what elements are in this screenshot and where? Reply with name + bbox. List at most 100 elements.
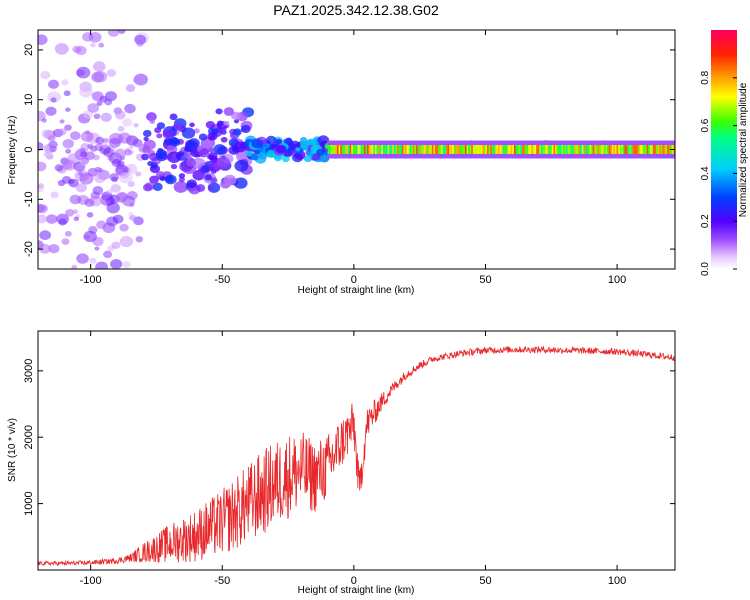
spectrogram-tone-segment <box>460 145 463 154</box>
spectrogram-tone-halo <box>415 153 419 159</box>
spectrogram-tone-segment <box>596 145 599 154</box>
x-tick-label: 100 <box>608 575 626 587</box>
spectrogram-tone-halo <box>537 153 540 159</box>
spectrogram-tone-halo <box>400 140 403 146</box>
spectrogram-blob <box>295 147 301 152</box>
spectrogram-tone-segment <box>547 145 550 154</box>
spectrogram-tone-halo <box>340 153 343 159</box>
spectrogram-tone-halo <box>398 153 402 159</box>
spectrogram-tone-segment <box>646 145 649 154</box>
spectrogram-tone-segment <box>431 145 435 154</box>
spectrogram-blob <box>223 107 235 116</box>
spectrogram-tone-halo <box>439 140 443 146</box>
spectrogram-tone-segment <box>556 145 559 154</box>
x-tick-label: 50 <box>479 274 491 286</box>
spectrogram-tone-halo <box>618 140 621 146</box>
spectrogram-tone-segment <box>329 145 332 154</box>
y-tick-label: 1000 <box>23 491 35 515</box>
spectrogram-tone-halo <box>588 153 591 159</box>
spectrogram-blob <box>112 214 124 224</box>
spectrogram-blob <box>106 202 120 214</box>
spectrogram-tone-halo <box>640 153 643 159</box>
spectrogram-tone-halo <box>536 140 539 146</box>
spectrogram-tone-halo <box>382 140 386 146</box>
spectrogram-blob <box>84 198 95 207</box>
spectrogram-tone-halo <box>548 153 552 159</box>
spectrogram-tone-halo <box>513 140 517 146</box>
spectrogram-tone-segment <box>638 145 642 154</box>
spectrogram-tone-halo <box>543 153 547 159</box>
spectrogram-blob <box>94 173 106 184</box>
spectrogram-tone-segment <box>466 145 469 154</box>
x-tick-label: -100 <box>80 575 102 587</box>
spectrogram-tone-halo <box>547 140 550 146</box>
spectrogram-tone-halo <box>554 153 558 159</box>
spectrogram-tone-segment <box>428 145 432 154</box>
spectrogram-tone-segment <box>663 145 667 154</box>
spectrogram-blob <box>48 79 60 89</box>
spectrogram-blob <box>71 264 78 269</box>
spectrogram-tone-segment <box>537 145 540 154</box>
spectrogram-tone-halo <box>534 153 537 159</box>
spectrogram-tone-halo <box>415 140 419 146</box>
spectrogram-tone-halo <box>464 140 468 146</box>
spectrogram-tone-halo <box>485 140 488 146</box>
spectrogram-tone-segment <box>355 145 359 154</box>
spectrogram-tone-halo <box>584 153 588 159</box>
snr-panel: -100 -50 0 50 100 1000 2000 3000 Height of str… <box>7 330 676 596</box>
spectrogram-tone-halo <box>621 140 624 146</box>
spectrogram-blob <box>87 167 98 177</box>
spectrogram-tone-segment <box>498 145 501 154</box>
spectrogram-tone-halo <box>362 153 365 159</box>
spectrogram-blob <box>62 138 74 149</box>
spectrogram-tone-segment <box>536 145 539 154</box>
spectrogram-tone-halo <box>344 140 348 146</box>
spectrogram-tone-halo <box>346 153 349 159</box>
spectrogram-blob <box>110 259 123 269</box>
spectrogram-tone-halo <box>482 153 485 159</box>
spectrogram-tone-halo <box>597 140 601 146</box>
spectrogram-tone-segment <box>412 145 416 154</box>
spectrogram-tone-halo <box>662 140 665 146</box>
spectrogram-tone-halo <box>566 140 569 146</box>
spectrogram-tone-halo <box>600 153 604 159</box>
spectrogram-blob <box>231 111 241 120</box>
x-tick-label: 50 <box>479 575 491 587</box>
spectrogram-tone-segment <box>507 145 510 154</box>
spectrogram-blob <box>266 135 277 145</box>
spectrogram-tone-halo <box>389 153 392 159</box>
spectrogram-tone-halo <box>378 153 381 159</box>
spectrogram-tone-segment <box>610 145 613 154</box>
spectrogram-tone-segment <box>667 145 670 154</box>
spectrogram-tone-segment <box>370 145 373 154</box>
spectrogram-tone-halo <box>635 153 638 159</box>
spectrogram-blob <box>122 261 131 269</box>
spectrogram-tone-halo <box>466 140 469 146</box>
spectrogram-tone-segment <box>496 145 499 154</box>
spectrogram-tone-segment <box>656 145 659 154</box>
spectrogram-blob <box>57 179 66 187</box>
spectrogram-tone-halo <box>452 153 455 159</box>
x-tick-label: -50 <box>214 274 230 286</box>
spectrogram-tone-segment <box>551 145 555 154</box>
spectrogram-tone-halo <box>401 153 405 159</box>
spectrogram-tone-halo <box>373 140 376 146</box>
spectrogram-tone-halo <box>370 140 373 146</box>
spectrogram-blob <box>38 34 48 45</box>
spectrogram-tone-segment <box>422 145 425 154</box>
spectrogram-tone-halo <box>352 140 356 146</box>
spectrogram-tone-halo <box>591 140 594 146</box>
spectrogram-tone-halo <box>583 153 586 159</box>
spectrogram-tone-halo <box>499 140 503 146</box>
spectrogram-tone-segment <box>524 145 528 154</box>
spectrogram-tone-halo <box>610 140 613 146</box>
spectrogram-tone-halo <box>575 153 578 159</box>
spectrogram-tone-segment <box>343 145 346 154</box>
spectrogram-blob <box>96 220 107 229</box>
spectrogram-tone-segment <box>379 145 383 154</box>
spectrogram-tone-halo <box>543 140 547 146</box>
spectrogram-tone-halo <box>648 140 651 146</box>
spectrogram-tone-halo <box>460 140 463 146</box>
snr-x-axis-label: Height of straight line (km) <box>298 585 415 596</box>
spectrogram-tone-halo <box>359 153 362 159</box>
